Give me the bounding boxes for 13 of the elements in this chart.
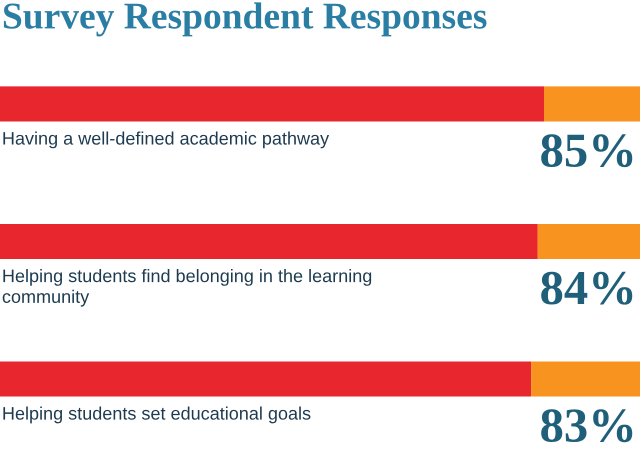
bar bbox=[0, 361, 532, 397]
data-label: 84% bbox=[541, 272, 632, 305]
bar bbox=[0, 86, 544, 122]
bar bbox=[0, 224, 538, 260]
data-label: 83% bbox=[541, 409, 632, 442]
y-tick-label: Having a well-defined academic pathway bbox=[3, 131, 330, 148]
y-tick-label: Helping students find belonging in the learning community bbox=[2, 268, 372, 307]
chart-title: Survey Respondent Responses bbox=[4, 2, 486, 36]
bar bbox=[544, 86, 640, 122]
data-label: 85% bbox=[541, 134, 632, 168]
bar bbox=[531, 361, 640, 397]
y-tick-label: Helping students set educational goals bbox=[3, 406, 310, 424]
bar bbox=[538, 224, 640, 260]
